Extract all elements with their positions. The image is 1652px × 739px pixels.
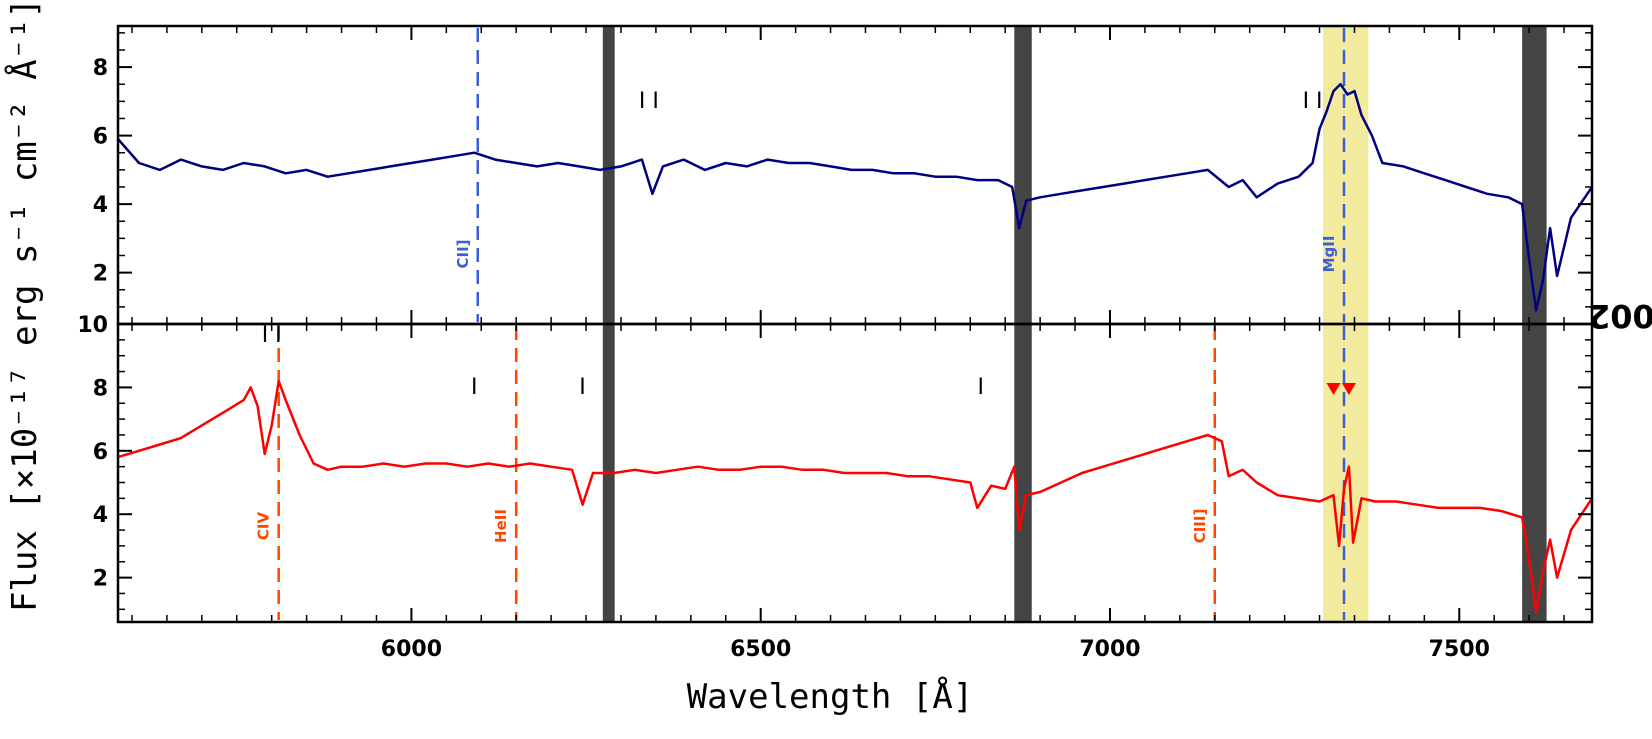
bottom-marker-label-3: CIII] bbox=[1191, 509, 1209, 544]
bottom-panel-frame bbox=[116, 322, 1594, 624]
bottom-absorber-tick-3: I bbox=[579, 375, 586, 400]
top-absorber-tick-2: I I bbox=[1303, 89, 1323, 114]
top-absorber-tick-1: I I bbox=[639, 89, 659, 114]
top-marker-label-2: MgII bbox=[1320, 236, 1338, 273]
top-y-tick-label: 6 bbox=[93, 125, 108, 150]
bottom-y-tick-label: 10 bbox=[77, 313, 108, 338]
top-y-tick-label: 2 bbox=[93, 262, 108, 287]
bottom-absorber-tick-1: I I bbox=[262, 323, 282, 348]
bottom-absorber-tick-2: I bbox=[471, 375, 478, 400]
bottom-marker-label-1: CIV bbox=[255, 512, 273, 541]
spectra-layer bbox=[117, 82, 1594, 614]
bottom-y-tick-label: 6 bbox=[93, 440, 108, 465]
absorber-triangle-2 bbox=[1341, 382, 1356, 395]
y-axis-title: Flux [×10⁻¹⁷ erg s⁻¹ cm⁻² Å⁻¹] bbox=[4, 0, 45, 612]
top-y-tick-label: 8 bbox=[93, 56, 108, 81]
bottom-marker-label-2: HeII bbox=[492, 509, 510, 543]
line-markers-layer bbox=[277, 28, 1346, 620]
bottom-y-tick-label: 4 bbox=[93, 503, 108, 528]
top-y-tick-label: 4 bbox=[93, 193, 108, 218]
x-tick-label: 7000 bbox=[1079, 637, 1140, 662]
axes-layer: 2 4 6 8 2 4 6 8 10 6000 6500 7000 7500 bbox=[77, 24, 1594, 662]
x-axis-title: Wavelength [Å] bbox=[687, 676, 974, 717]
x-tick-label: 6000 bbox=[381, 637, 442, 662]
top-spectrum-line bbox=[117, 82, 1594, 312]
x-tick-label: 7500 bbox=[1429, 637, 1490, 662]
absorber-triangle-1 bbox=[1326, 382, 1341, 395]
bottom-y-tick-label: 8 bbox=[93, 376, 108, 401]
bottom-y-tick-label: 2 bbox=[93, 567, 108, 592]
bottom-spectrum-line bbox=[117, 379, 1594, 614]
top-marker-label-1: CII] bbox=[454, 239, 472, 268]
object-label: Q002 bbox=[1588, 297, 1652, 335]
bottom-absorber-tick-4: I bbox=[977, 375, 984, 400]
x-tick-label: 6500 bbox=[730, 637, 791, 662]
annotations-layer: CII] MgII I I I I CIV HeII CIII] I I I I I bbox=[255, 89, 1356, 543]
